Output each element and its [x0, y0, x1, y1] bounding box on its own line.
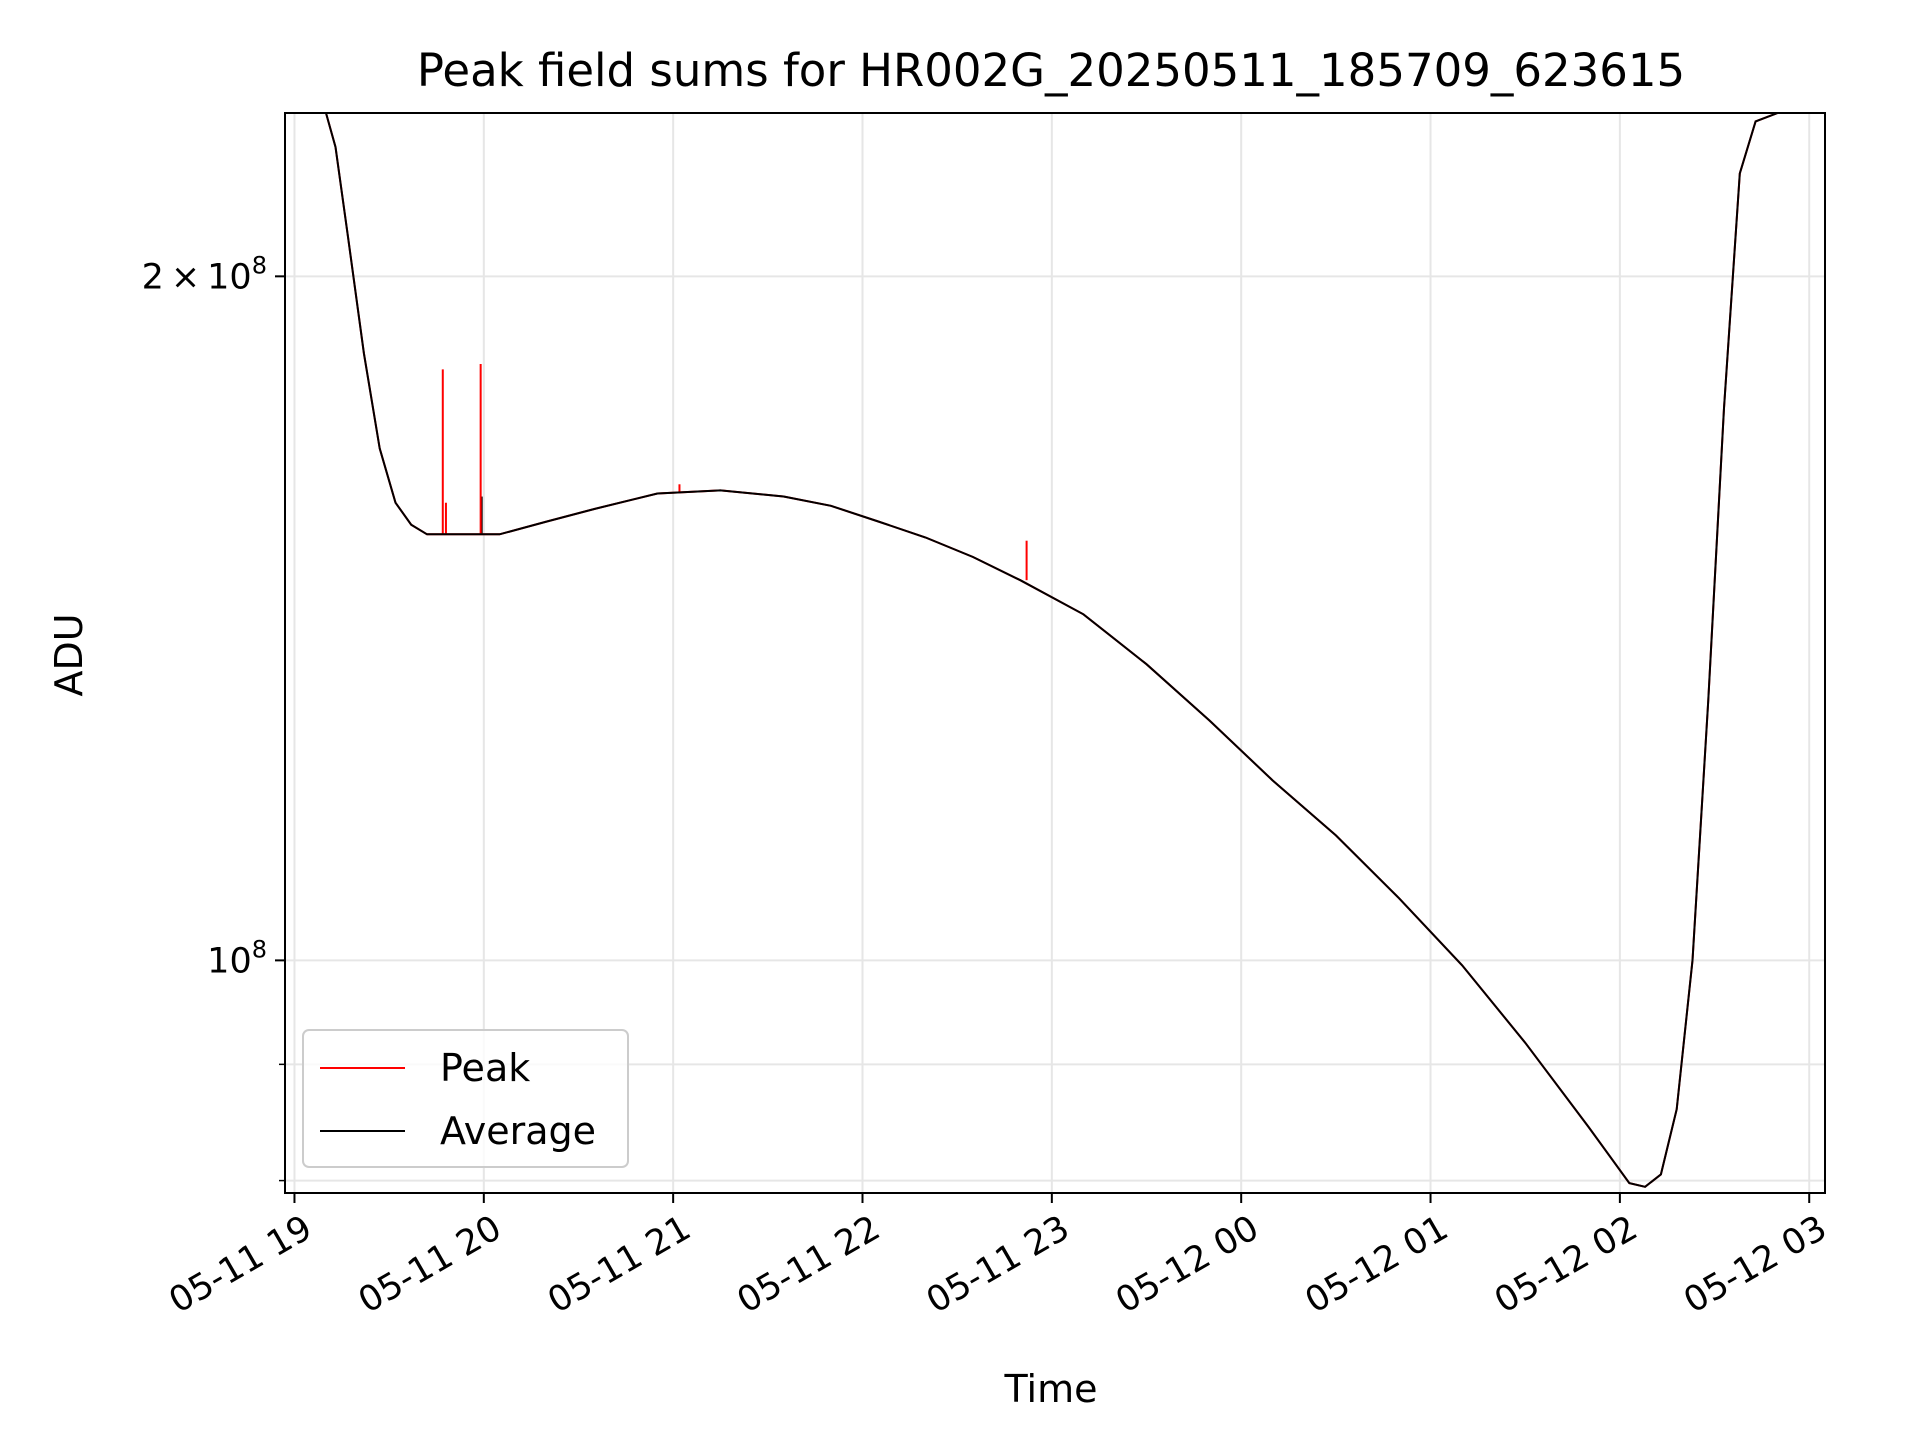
grid-lines: [285, 113, 1825, 1193]
peak-spikes: [441, 364, 1028, 581]
y-axis-ticks: 108 2 × 108: [142, 251, 285, 1182]
y-tick-label: 2 × 108: [142, 251, 267, 297]
y-axis-title: ADU: [47, 613, 91, 696]
legend-label-average: Average: [440, 1109, 596, 1153]
series-line-average: [285, 112, 1825, 1188]
y-tick-label: 108: [207, 935, 267, 981]
chart-title: Peak field sums for HR002G_20250511_1857…: [417, 44, 1685, 97]
plot-frame: [284, 112, 1826, 1194]
legend-box: [302, 1029, 629, 1168]
legend: Peak Average: [302, 1029, 629, 1168]
x-axis-title: Time: [1004, 1367, 1098, 1411]
legend-label-peak: Peak: [440, 1046, 530, 1090]
